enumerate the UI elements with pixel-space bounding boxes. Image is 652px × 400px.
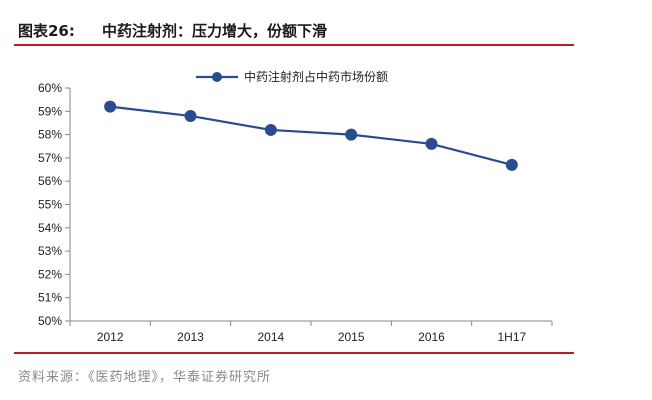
data-point: [104, 100, 117, 113]
data-point: [345, 128, 358, 141]
chart-series: [104, 100, 518, 171]
y-tick-label: 59%: [38, 104, 62, 118]
x-tick-label: 2016: [418, 330, 445, 344]
y-tick-label: 56%: [38, 174, 62, 188]
source-note: 资料来源：《医药地理》，华泰证券研究所: [18, 370, 272, 385]
y-tick-label: 58%: [38, 128, 62, 142]
x-tick-label: 2013: [177, 330, 204, 344]
data-point: [505, 158, 518, 171]
top-divider: [14, 44, 574, 46]
y-axis-ticks: 50% 51% 52% 53% 54% 55% 56% 57% 58% 59% 60%: [38, 81, 70, 328]
figure-header: 图表26: 中药注射剂：压力增大，份额下滑: [18, 18, 574, 42]
data-point: [184, 109, 197, 122]
y-tick-label: 50%: [38, 314, 62, 328]
y-tick-label: 51%: [38, 291, 62, 305]
data-point: [425, 137, 438, 150]
bottom-divider: [14, 352, 574, 354]
figure-label: 图表26:: [18, 22, 75, 40]
legend-marker: [212, 72, 222, 82]
chart-axes: [69, 88, 552, 322]
x-tick-label: 1H17: [497, 330, 526, 344]
data-point: [264, 123, 277, 136]
figure-title: 中药注射剂：压力增大，份额下滑: [102, 22, 328, 40]
series-line: [110, 105, 513, 166]
y-tick-label: 55%: [38, 198, 62, 212]
y-tick-label: 54%: [38, 221, 62, 235]
y-tick-label: 60%: [38, 81, 62, 95]
x-tick-label: 2014: [257, 330, 284, 344]
legend-label: 中药注射剂占中药市场份额: [244, 69, 388, 84]
y-tick-label: 57%: [38, 151, 62, 165]
y-tick-label: 52%: [38, 267, 62, 281]
chart-legend: 中药注射剂占中药市场份额: [196, 69, 388, 84]
y-tick-label: 53%: [38, 244, 62, 258]
x-tick-label: 2012: [97, 330, 124, 344]
x-axis-ticks: 2012 2013 2014 2015 2016 1H17: [69, 321, 553, 344]
x-tick-label: 2015: [338, 330, 365, 344]
